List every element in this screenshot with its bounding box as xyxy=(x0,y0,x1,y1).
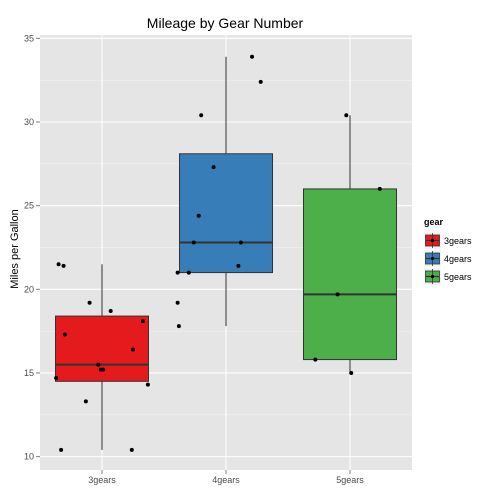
data-point xyxy=(61,263,66,268)
data-point xyxy=(54,375,59,380)
legend-key-5gears xyxy=(423,267,442,286)
data-point xyxy=(96,362,101,367)
data-point xyxy=(238,240,243,245)
data-point xyxy=(175,300,180,305)
data-point xyxy=(131,347,135,352)
legend-label: 3gears xyxy=(444,236,472,246)
data-point xyxy=(186,270,191,275)
data-point xyxy=(196,213,201,218)
legend-point xyxy=(430,274,435,279)
data-point xyxy=(175,270,180,275)
chart-title: Mileage by Gear Number xyxy=(147,15,304,31)
data-point xyxy=(140,319,145,324)
box-4gears xyxy=(179,56,273,327)
data-point xyxy=(62,332,67,337)
data-point xyxy=(83,399,88,404)
data-point xyxy=(56,262,61,267)
x-tick-label: 5gears xyxy=(336,475,364,485)
x-tick-label: 3gears xyxy=(88,475,116,485)
data-point xyxy=(344,113,349,118)
data-point xyxy=(258,79,263,84)
y-tick-label: 35 xyxy=(24,33,34,43)
y-axis-title: Miles per Gallon xyxy=(9,209,21,288)
data-point xyxy=(108,309,113,314)
legend-label: 4gears xyxy=(444,254,472,264)
box-body xyxy=(179,153,273,274)
legend-label: 5gears xyxy=(444,272,472,282)
y-tick-label: 25 xyxy=(24,201,34,211)
data-point xyxy=(349,370,354,375)
y-tick-label: 30 xyxy=(24,117,34,127)
data-point xyxy=(199,113,204,118)
data-point xyxy=(59,447,64,452)
data-point xyxy=(129,447,134,452)
y-tick-label: 20 xyxy=(24,284,34,294)
legend-point xyxy=(430,256,435,261)
y-tick-label: 15 xyxy=(24,368,34,378)
y-tick-label: 10 xyxy=(24,452,34,462)
data-point xyxy=(377,186,382,191)
legend-point xyxy=(430,238,435,243)
data-point xyxy=(313,357,318,362)
x-tick-label: 4gears xyxy=(212,475,240,485)
legend-key-3gears xyxy=(423,231,442,250)
data-point xyxy=(176,324,181,329)
data-point xyxy=(101,367,106,372)
data-point xyxy=(87,300,92,305)
box-5gears xyxy=(303,115,397,373)
data-point xyxy=(191,240,196,245)
legend-title: gear xyxy=(424,217,444,227)
box-body xyxy=(303,188,397,361)
plot-area: 10 15 20 25 30 35 3gears 4gears 5gears xyxy=(24,33,412,485)
data-point xyxy=(145,382,150,387)
data-point xyxy=(335,292,340,297)
legend-key-4gears xyxy=(423,249,442,268)
data-point xyxy=(236,263,241,268)
data-point xyxy=(250,54,255,59)
data-point xyxy=(211,165,216,170)
